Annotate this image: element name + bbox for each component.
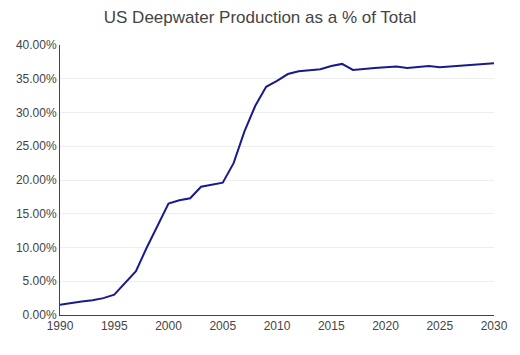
svg-text:2030: 2030 bbox=[481, 319, 508, 333]
svg-text:0.00%: 0.00% bbox=[23, 308, 57, 322]
svg-text:5.00%: 5.00% bbox=[23, 274, 57, 288]
svg-text:2005: 2005 bbox=[209, 319, 236, 333]
svg-text:1990: 1990 bbox=[47, 319, 74, 333]
svg-text:1995: 1995 bbox=[101, 319, 128, 333]
svg-text:2010: 2010 bbox=[264, 319, 291, 333]
svg-text:35.00%: 35.00% bbox=[16, 72, 57, 86]
svg-text:US Deepwater Production as a %: US Deepwater Production as a % of Total bbox=[104, 8, 416, 27]
svg-text:30.00%: 30.00% bbox=[16, 106, 57, 120]
svg-text:10.00%: 10.00% bbox=[16, 241, 57, 255]
svg-text:20.00%: 20.00% bbox=[16, 173, 57, 187]
svg-text:25.00%: 25.00% bbox=[16, 139, 57, 153]
svg-text:2000: 2000 bbox=[155, 319, 182, 333]
svg-text:2025: 2025 bbox=[426, 319, 453, 333]
svg-text:2020: 2020 bbox=[372, 319, 399, 333]
svg-text:40.00%: 40.00% bbox=[16, 38, 57, 52]
svg-text:15.00%: 15.00% bbox=[16, 207, 57, 221]
svg-text:2015: 2015 bbox=[318, 319, 345, 333]
